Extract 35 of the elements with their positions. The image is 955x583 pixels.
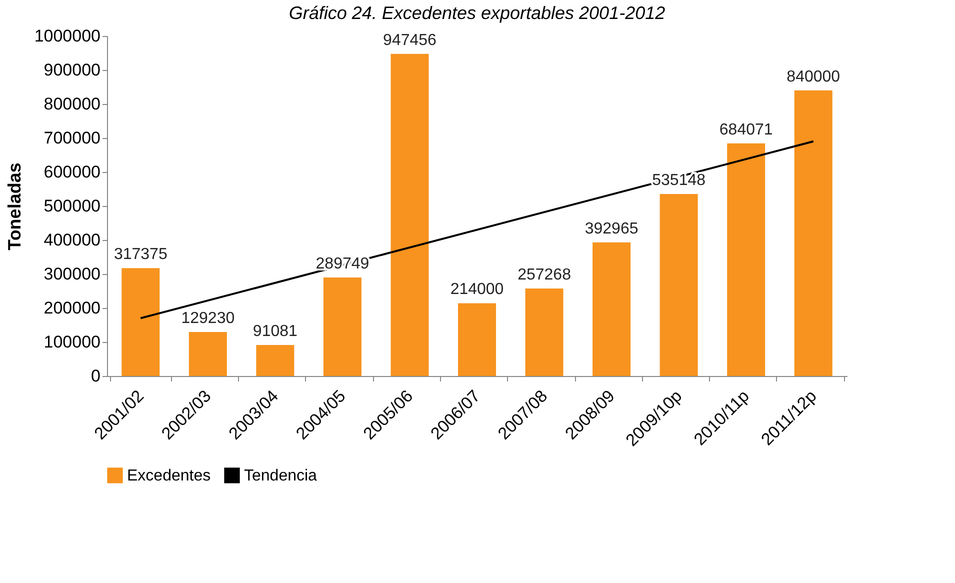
bar — [660, 194, 698, 376]
y-tick-label: 500000 — [44, 196, 100, 216]
y-tick-label: 1000000 — [34, 26, 100, 46]
data-label: 684071 — [719, 121, 773, 138]
data-label: 214000 — [450, 281, 504, 298]
data-label: 392965 — [584, 220, 638, 238]
bar — [256, 345, 294, 376]
bar — [525, 288, 564, 376]
data-label: 840000 — [786, 68, 840, 86]
bar — [122, 268, 160, 376]
data-label: 257268 — [518, 266, 572, 284]
legend-label: Excedentes — [127, 467, 211, 484]
chart-title: Gráfico 24. Excedentes exportables 2001-2012 — [288, 3, 666, 23]
data-label: 129230 — [181, 310, 235, 328]
bar — [458, 303, 496, 376]
bar — [592, 242, 631, 376]
y-axis-title: Toneladas — [4, 162, 24, 250]
bar — [794, 90, 832, 376]
bar — [188, 332, 227, 376]
y-tick-label: 100000 — [44, 332, 100, 352]
legend-label: Tendencia — [244, 467, 318, 484]
y-tick-label: 0 — [91, 366, 100, 386]
y-tick-label: 700000 — [44, 128, 100, 148]
y-tick-label: 600000 — [44, 162, 100, 182]
y-tick-label: 900000 — [44, 60, 100, 80]
y-tick-label: 200000 — [44, 298, 100, 318]
bar — [727, 143, 766, 376]
bar — [323, 277, 362, 376]
data-label: 91081 — [252, 323, 298, 340]
y-tick-label: 300000 — [44, 264, 100, 284]
y-tick-label: 800000 — [44, 94, 100, 114]
data-label: 947456 — [383, 32, 437, 49]
y-tick-label: 400000 — [44, 230, 100, 250]
bar — [390, 54, 429, 376]
data-label: 317375 — [114, 246, 168, 264]
